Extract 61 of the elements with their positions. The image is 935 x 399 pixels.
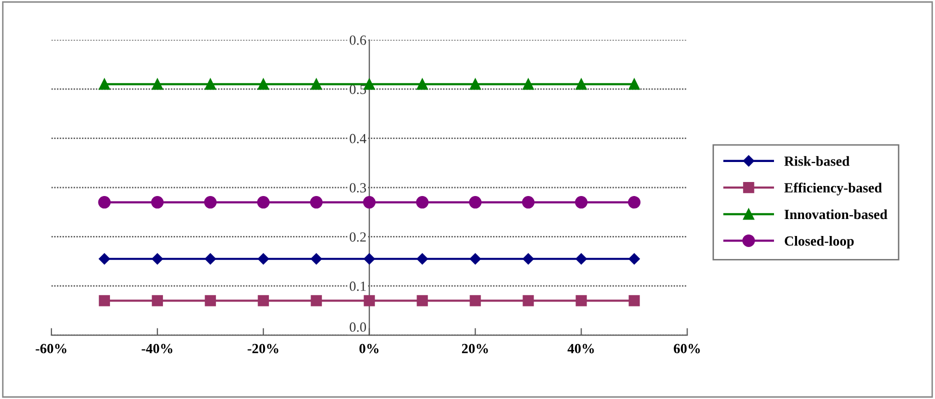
point xyxy=(522,78,534,90)
point xyxy=(628,78,640,90)
point xyxy=(363,196,376,209)
y-tick-label: 0.2 xyxy=(350,232,366,242)
point xyxy=(469,196,482,209)
legend-label: Innovation-based xyxy=(784,209,888,220)
point xyxy=(364,253,375,264)
point xyxy=(152,78,163,90)
point xyxy=(575,196,588,209)
point xyxy=(522,295,534,306)
point xyxy=(364,295,375,306)
point xyxy=(416,78,428,90)
point xyxy=(416,295,428,306)
point xyxy=(204,295,216,306)
point xyxy=(628,295,640,306)
point xyxy=(310,253,322,264)
point xyxy=(522,196,535,209)
y-tick-label: 0.3 xyxy=(350,183,366,193)
point xyxy=(470,253,481,264)
point xyxy=(204,196,217,209)
point xyxy=(576,253,587,264)
x-tick-label: -60% xyxy=(36,344,66,354)
point xyxy=(258,78,269,90)
x-tick-label: -20% xyxy=(248,344,278,354)
legend-label: Risk-based xyxy=(784,156,850,166)
x-tick-label: 20% xyxy=(462,344,488,354)
point xyxy=(204,253,216,264)
point xyxy=(151,196,164,209)
point xyxy=(628,253,640,264)
x-tick-label: 0% xyxy=(359,344,378,354)
point xyxy=(98,78,110,90)
point xyxy=(152,295,163,306)
x-tick-label: 40% xyxy=(568,344,594,354)
point xyxy=(576,295,587,306)
x-tick-label: 60% xyxy=(674,344,700,354)
y-tick-label: 0.6 xyxy=(350,35,366,45)
point xyxy=(98,295,110,306)
y-tick-label: 0.1 xyxy=(350,282,366,291)
point xyxy=(258,253,269,264)
point xyxy=(257,196,270,209)
point xyxy=(98,196,111,209)
point xyxy=(310,196,323,209)
point xyxy=(628,196,640,209)
point xyxy=(522,253,534,264)
x-tick-label: -40% xyxy=(142,344,172,354)
point xyxy=(204,78,216,90)
point xyxy=(258,295,269,306)
point xyxy=(152,253,163,264)
y-tick-label: 0.4 xyxy=(350,134,366,144)
point xyxy=(576,78,587,90)
point xyxy=(416,253,428,264)
point xyxy=(416,196,429,209)
legend-label: Efficiency-based xyxy=(784,182,882,196)
y-tick-label: 0.5 xyxy=(350,84,366,94)
point xyxy=(470,295,481,306)
point xyxy=(470,78,481,90)
point xyxy=(310,78,322,90)
point xyxy=(310,295,322,306)
point xyxy=(98,253,110,264)
y-tick-label: 0.0 xyxy=(350,322,366,332)
legend-label: Closed-loop xyxy=(784,236,854,249)
